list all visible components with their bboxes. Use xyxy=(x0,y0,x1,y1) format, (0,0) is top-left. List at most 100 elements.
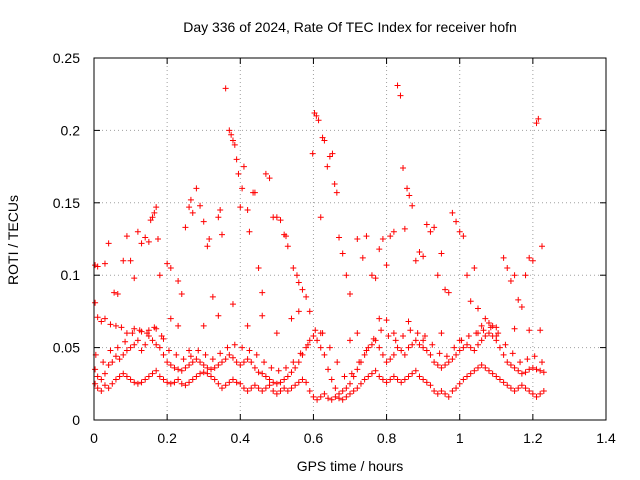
data-point xyxy=(354,330,361,337)
data-point xyxy=(182,224,189,231)
data-point xyxy=(107,321,114,328)
data-point xyxy=(471,264,478,271)
data-point xyxy=(401,225,408,232)
data-point xyxy=(398,347,405,354)
data-point xyxy=(304,341,311,348)
data-point xyxy=(123,233,130,240)
data-point xyxy=(405,373,412,380)
data-point xyxy=(295,308,302,315)
data-point xyxy=(158,333,165,340)
data-point xyxy=(98,388,105,395)
data-point xyxy=(248,359,255,366)
data-point xyxy=(171,364,178,371)
data-point xyxy=(101,382,108,389)
data-point xyxy=(142,234,149,241)
data-point xyxy=(94,263,101,270)
data-point xyxy=(416,373,423,380)
data-point xyxy=(504,264,511,271)
data-point xyxy=(237,380,244,387)
data-point xyxy=(475,364,481,371)
data-point xyxy=(123,330,130,337)
data-point xyxy=(134,228,141,235)
data-point xyxy=(292,382,299,389)
data-point xyxy=(244,207,251,214)
data-point xyxy=(211,376,218,383)
data-point xyxy=(511,325,518,332)
data-point xyxy=(246,228,253,235)
data-point xyxy=(283,364,289,371)
data-point xyxy=(339,388,346,395)
data-point xyxy=(540,388,547,395)
data-point xyxy=(394,344,401,351)
data-point xyxy=(526,388,533,395)
data-point xyxy=(149,337,156,344)
data-point xyxy=(348,370,355,377)
data-point xyxy=(292,364,299,371)
data-point xyxy=(317,393,324,400)
data-point xyxy=(239,185,246,192)
data-point xyxy=(350,388,357,395)
data-point xyxy=(186,379,193,386)
data-point xyxy=(111,289,118,296)
data-point xyxy=(224,344,231,351)
data-point xyxy=(309,150,316,157)
data-point xyxy=(431,359,438,366)
data-point xyxy=(94,314,101,321)
data-point xyxy=(268,364,275,371)
data-point xyxy=(445,289,452,296)
data-point xyxy=(275,367,282,374)
data-point xyxy=(237,361,244,368)
data-point xyxy=(379,376,386,383)
data-point xyxy=(240,163,247,170)
x-tick-label: 0.6 xyxy=(304,430,324,446)
data-point xyxy=(293,272,300,279)
data-point xyxy=(321,390,328,397)
data-point xyxy=(368,272,375,279)
data-point xyxy=(343,272,350,279)
data-point xyxy=(383,262,390,269)
data-point xyxy=(420,376,427,383)
data-point xyxy=(370,335,377,342)
data-point xyxy=(383,317,390,324)
data-point xyxy=(251,189,258,196)
y-tick-label: 0.2 xyxy=(61,122,81,138)
data-point xyxy=(222,356,229,363)
data-point xyxy=(475,305,481,312)
data-point xyxy=(266,382,273,389)
data-point xyxy=(233,359,240,366)
data-point xyxy=(219,359,225,366)
data-point xyxy=(354,366,361,373)
data-point xyxy=(368,370,375,377)
data-point xyxy=(187,353,194,360)
data-point xyxy=(376,344,383,351)
data-point xyxy=(347,337,353,344)
data-point xyxy=(517,359,524,366)
data-point xyxy=(383,379,390,386)
data-point xyxy=(442,361,449,368)
data-point xyxy=(153,204,160,211)
data-point xyxy=(392,337,399,344)
data-point xyxy=(460,376,467,383)
data-point xyxy=(164,359,171,366)
data-point xyxy=(383,359,390,366)
data-point xyxy=(456,380,463,387)
data-point xyxy=(306,388,313,395)
data-point xyxy=(186,204,193,211)
data-point xyxy=(394,376,401,383)
data-point xyxy=(182,364,189,371)
data-point xyxy=(231,141,238,148)
data-point xyxy=(114,344,121,351)
data-point xyxy=(127,376,134,383)
data-point xyxy=(438,330,445,337)
data-point xyxy=(333,189,340,196)
data-point xyxy=(208,373,215,380)
data-point xyxy=(193,356,200,363)
data-point xyxy=(248,385,255,392)
data-point xyxy=(142,341,149,348)
data-point xyxy=(173,351,180,358)
data-point xyxy=(464,373,471,380)
data-point xyxy=(487,324,494,331)
data-point xyxy=(197,370,204,377)
data-point xyxy=(431,224,438,231)
data-point xyxy=(255,385,262,392)
